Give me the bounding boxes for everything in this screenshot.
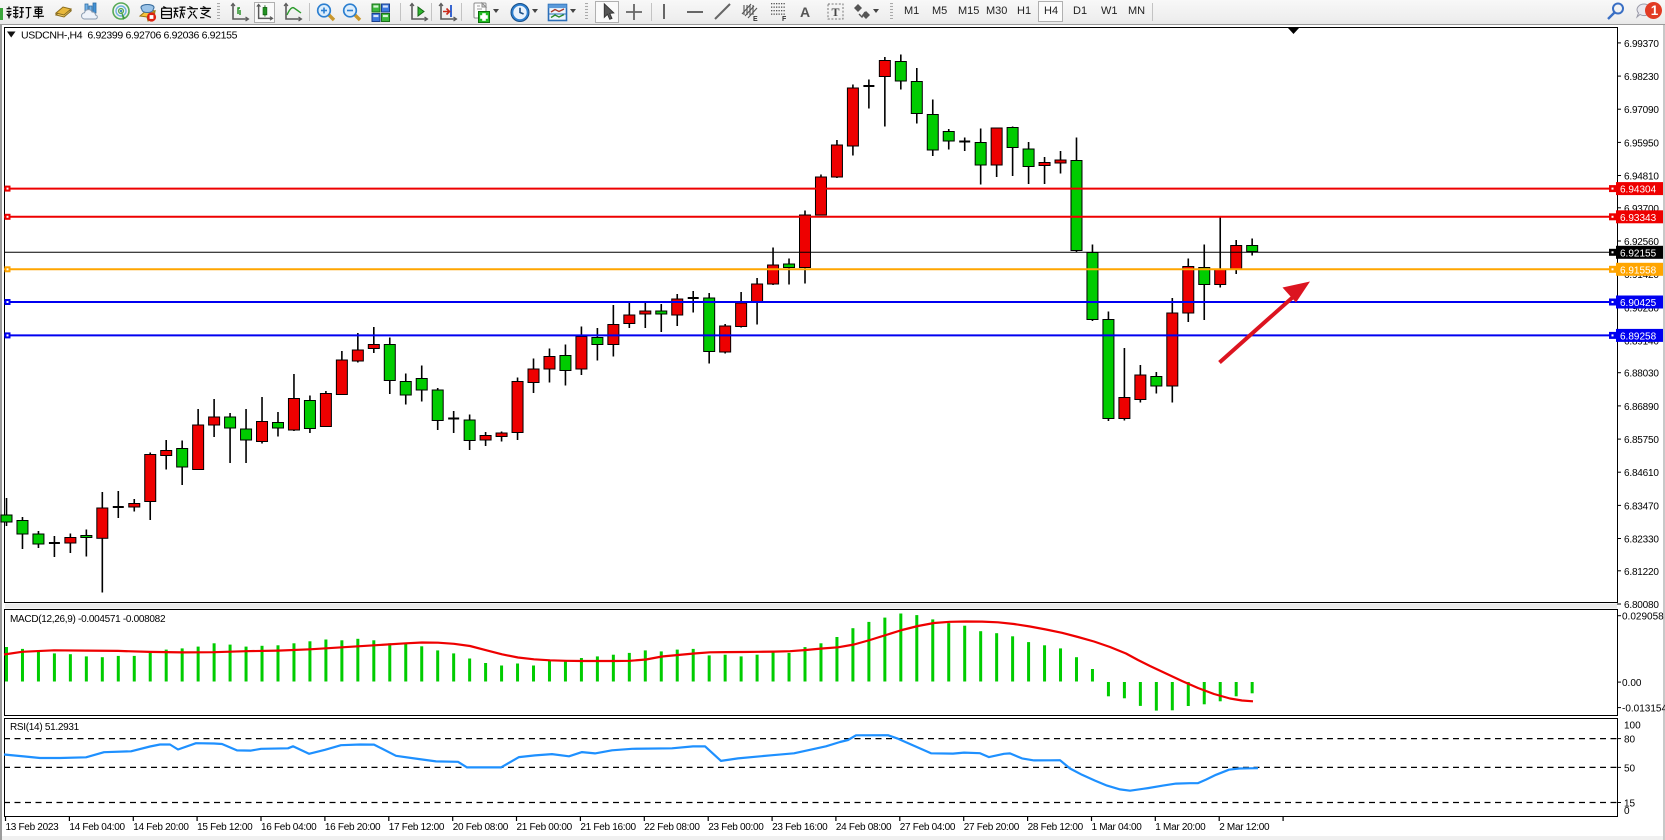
svg-text:17 Feb 12:00: 17 Feb 12:00 xyxy=(389,822,445,833)
svg-text:27 Feb 20:00: 27 Feb 20:00 xyxy=(964,822,1020,833)
svg-text:6.88030: 6.88030 xyxy=(1624,369,1659,380)
svg-text:6.90280: 6.90280 xyxy=(1624,303,1659,314)
svg-text:1 Mar 20:00: 1 Mar 20:00 xyxy=(1155,822,1206,833)
svg-text:F: F xyxy=(782,16,787,22)
svg-text:0: 0 xyxy=(1624,806,1630,817)
svg-text:6.83470: 6.83470 xyxy=(1624,501,1659,512)
svg-text:6.91558: 6.91558 xyxy=(1620,265,1657,276)
svg-text:15: 15 xyxy=(1624,799,1636,810)
svg-text:2 Mar 12:00: 2 Mar 12:00 xyxy=(1219,822,1270,833)
svg-text:1: 1 xyxy=(1651,3,1659,18)
svg-text:6.84610: 6.84610 xyxy=(1624,468,1659,479)
svg-text:16 Feb 20:00: 16 Feb 20:00 xyxy=(325,822,381,833)
svg-text:20 Feb 08:00: 20 Feb 08:00 xyxy=(453,822,509,833)
svg-text:6.89140: 6.89140 xyxy=(1624,337,1659,348)
svg-text:15 Feb 12:00: 15 Feb 12:00 xyxy=(197,822,253,833)
svg-text:USDCNH-,H4 6.92399 6.92706 6.: USDCNH-,H4 6.92399 6.92706 6.92036 6.921… xyxy=(21,30,238,42)
svg-text:100: 100 xyxy=(1624,721,1641,732)
svg-text:6.82330: 6.82330 xyxy=(1624,535,1659,546)
svg-text:80: 80 xyxy=(1624,735,1636,746)
svg-text:6.80080: 6.80080 xyxy=(1624,600,1659,611)
svg-text:22 Feb 08:00: 22 Feb 08:00 xyxy=(644,822,700,833)
svg-text:23 Feb 16:00: 23 Feb 16:00 xyxy=(772,822,828,833)
svg-text:0.00: 0.00 xyxy=(1622,678,1642,689)
svg-text:50: 50 xyxy=(1624,763,1636,774)
svg-text:6.92155: 6.92155 xyxy=(1620,248,1657,259)
svg-text:6.94304: 6.94304 xyxy=(1620,185,1657,196)
svg-text:27 Feb 04:00: 27 Feb 04:00 xyxy=(900,822,956,833)
svg-text:1 Mar 04:00: 1 Mar 04:00 xyxy=(1092,822,1143,833)
svg-text:6.86890: 6.86890 xyxy=(1624,402,1659,413)
svg-text:14 Feb 04:00: 14 Feb 04:00 xyxy=(69,822,125,833)
svg-text:21 Feb 00:00: 21 Feb 00:00 xyxy=(517,822,573,833)
svg-text:14 Feb 20:00: 14 Feb 20:00 xyxy=(133,822,189,833)
svg-text:24 Feb 08:00: 24 Feb 08:00 xyxy=(836,822,892,833)
svg-text:6.81220: 6.81220 xyxy=(1624,567,1659,578)
svg-text:6.85750: 6.85750 xyxy=(1624,435,1659,446)
svg-text:6.93700: 6.93700 xyxy=(1624,204,1659,215)
svg-text:6.89258: 6.89258 xyxy=(1620,331,1657,342)
svg-text:28 Feb 12:00: 28 Feb 12:00 xyxy=(1028,822,1084,833)
svg-text:6.97090: 6.97090 xyxy=(1624,105,1659,116)
svg-text:21 Feb 16:00: 21 Feb 16:00 xyxy=(580,822,636,833)
svg-text:16 Feb 04:00: 16 Feb 04:00 xyxy=(261,822,317,833)
svg-text:6.95950: 6.95950 xyxy=(1624,138,1659,149)
svg-text:0.029058: 0.029058 xyxy=(1622,612,1664,623)
svg-text:6.98230: 6.98230 xyxy=(1624,72,1659,83)
svg-text:T: T xyxy=(832,5,840,19)
svg-text:6.90425: 6.90425 xyxy=(1620,298,1657,309)
svg-text:RSI(14) 51.2931: RSI(14) 51.2931 xyxy=(10,722,80,733)
svg-text:6.99370: 6.99370 xyxy=(1624,39,1659,50)
svg-text:E: E xyxy=(753,16,758,22)
svg-text:6.92560: 6.92560 xyxy=(1624,237,1659,248)
svg-text:6.94810: 6.94810 xyxy=(1624,172,1659,183)
svg-text:MACD(12,26,9) -0.004571 -0.008: MACD(12,26,9) -0.004571 -0.008082 xyxy=(10,614,166,625)
svg-text:-0.013154: -0.013154 xyxy=(1622,704,1665,715)
svg-text:13 Feb 2023: 13 Feb 2023 xyxy=(6,822,60,833)
svg-text:6.93343: 6.93343 xyxy=(1620,213,1657,224)
svg-text:23 Feb 00:00: 23 Feb 00:00 xyxy=(708,822,764,833)
